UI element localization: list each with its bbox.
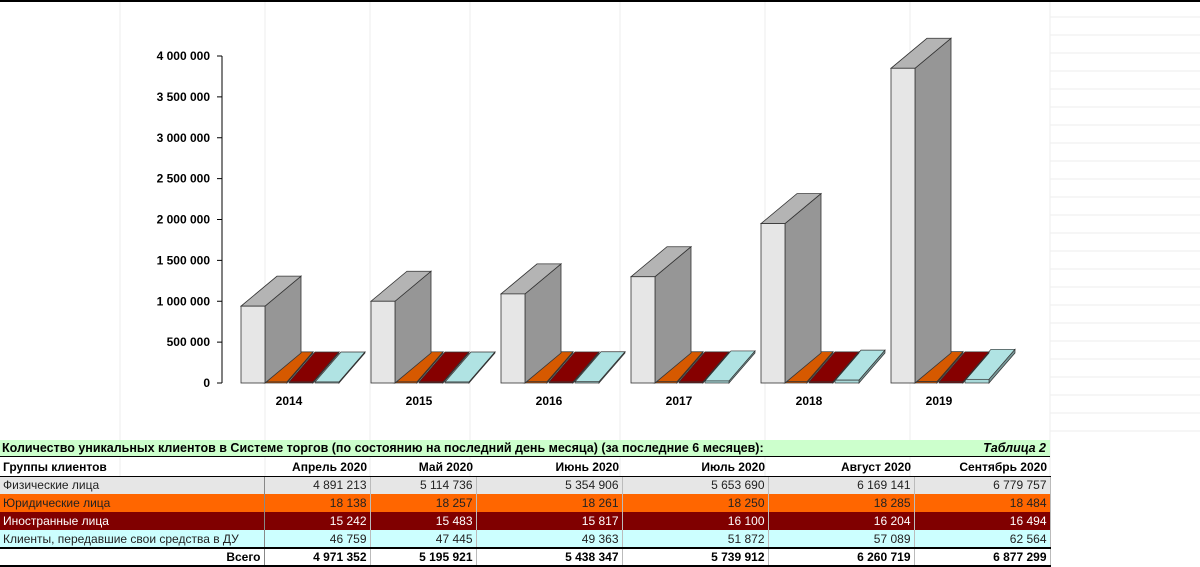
table-cell: 57 089 xyxy=(768,530,915,548)
x-tick-label: 2015 xyxy=(406,394,433,408)
bar-side xyxy=(914,37,952,384)
header-cell: Август 2020 xyxy=(768,458,914,477)
header-cell: Сентябрь 2020 xyxy=(914,458,1050,477)
bar-front xyxy=(288,381,314,384)
table-header-row: Группы клиентов Апрель 2020 Май 2020 Июн… xyxy=(0,458,1050,477)
table-cell: 18 138 xyxy=(264,494,371,512)
y-tick-label: 2 000 000 xyxy=(157,213,211,227)
bar-front xyxy=(444,381,470,384)
table-row-legal-entities: Юридические лица 18 138 18 257 18 261 18… xyxy=(0,494,1051,512)
bar-front xyxy=(760,223,786,384)
table-cell: 4 891 213 xyxy=(264,476,371,494)
table-title-row: Количество уникальных клиентов в Системе… xyxy=(0,440,1050,457)
table-cell: 6 169 141 xyxy=(768,476,915,494)
table-cell: 18 484 xyxy=(914,494,1051,512)
table-cell: 6 260 719 xyxy=(768,547,915,567)
bar-front xyxy=(370,300,396,384)
table-cell: 6 877 299 xyxy=(914,547,1051,567)
table-cell: 18 257 xyxy=(370,494,477,512)
bar-front xyxy=(314,381,340,384)
y-tick-label: 1 000 000 xyxy=(157,294,211,308)
header-cell: Июнь 2020 xyxy=(476,458,622,477)
table-cell: 5 653 690 xyxy=(622,476,769,494)
table-cell: 5 438 347 xyxy=(476,547,623,567)
y-tick-label: 0 xyxy=(203,376,210,390)
bar-front xyxy=(500,293,526,384)
bar-front xyxy=(938,381,964,384)
table-cell: 5 739 912 xyxy=(622,547,769,567)
x-tick-label: 2019 xyxy=(926,394,953,408)
table-cell: 15 817 xyxy=(476,512,623,530)
bar-front xyxy=(678,381,704,384)
bar-front xyxy=(964,378,990,384)
y-tick-label: 2 500 000 xyxy=(157,172,211,186)
table-row-individuals: Физические лица 4 891 213 5 114 736 5 35… xyxy=(0,476,1051,494)
bar-front xyxy=(574,381,600,384)
bar-front xyxy=(548,381,574,384)
table-cell: 6 779 757 xyxy=(914,476,1051,494)
header-cell: Июль 2020 xyxy=(622,458,768,477)
bar-front xyxy=(808,381,834,384)
table-cell: 47 445 xyxy=(370,530,477,548)
table-row-total: Всего 4 971 352 5 195 921 5 438 347 5 73… xyxy=(0,547,1051,567)
bar-front xyxy=(890,67,916,384)
header-cell: Апрель 2020 xyxy=(264,458,370,477)
table-cell: 4 971 352 xyxy=(264,547,371,567)
table-cell: 49 363 xyxy=(476,530,623,548)
y-tick-label: 500 000 xyxy=(167,335,211,349)
bar-front xyxy=(834,379,860,384)
y-tick-label: 1 500 000 xyxy=(157,253,211,267)
table-cell: 15 483 xyxy=(370,512,477,530)
x-tick-label: 2018 xyxy=(796,394,823,408)
bar-front xyxy=(418,381,444,384)
bar-side xyxy=(784,192,822,384)
table-cell: 15 242 xyxy=(264,512,371,530)
header-cell: Группы клиентов xyxy=(0,458,264,477)
x-tick-label: 2017 xyxy=(666,394,693,408)
table-label: Таблица 2 xyxy=(983,441,1046,455)
table-row-trust-management: Клиенты, передавшие свои средства в ДУ 4… xyxy=(0,530,1051,548)
table-cell: 46 759 xyxy=(264,530,371,548)
bar-front xyxy=(704,380,730,384)
table-cell: 5 114 736 xyxy=(370,476,477,494)
table-title: Количество уникальных клиентов в Системе… xyxy=(2,441,764,455)
table-cell: 18 285 xyxy=(768,494,915,512)
table-cell: 62 564 xyxy=(914,530,1051,548)
table-row-foreign: Иностранные лица 15 242 15 483 15 817 16… xyxy=(0,512,1051,530)
table-cell: 16 204 xyxy=(768,512,915,530)
table-cell: Физические лица xyxy=(0,476,265,494)
x-tick-label: 2016 xyxy=(536,394,563,408)
table-cell: Всего xyxy=(0,547,265,567)
table-cell: Клиенты, передавшие свои средства в ДУ xyxy=(0,530,265,548)
y-tick-label: 4 000 000 xyxy=(157,49,211,63)
bar-front xyxy=(240,305,266,384)
y-tick-label: 3 000 000 xyxy=(157,131,211,145)
table-cell: 5 195 921 xyxy=(370,547,477,567)
table-cell: Иностранные лица xyxy=(0,512,265,530)
header-cell: Май 2020 xyxy=(370,458,476,477)
table-cell: 18 261 xyxy=(476,494,623,512)
table-cell: 16 494 xyxy=(914,512,1051,530)
table-cell: 51 872 xyxy=(622,530,769,548)
table-cell: 18 250 xyxy=(622,494,769,512)
table-cell: 16 100 xyxy=(622,512,769,530)
clients-table: Группы клиентов Апрель 2020 Май 2020 Июн… xyxy=(0,458,1051,567)
bar-front xyxy=(630,276,656,384)
table-cell: 5 354 906 xyxy=(476,476,623,494)
x-tick-label: 2014 xyxy=(276,394,303,408)
bar-chart-3d: 0 500 000 1 000 000 1 500 000 2 000 000 2 500… xyxy=(157,37,1016,408)
y-tick-label: 3 500 000 xyxy=(157,90,211,104)
table-cell: Юридические лица xyxy=(0,494,265,512)
